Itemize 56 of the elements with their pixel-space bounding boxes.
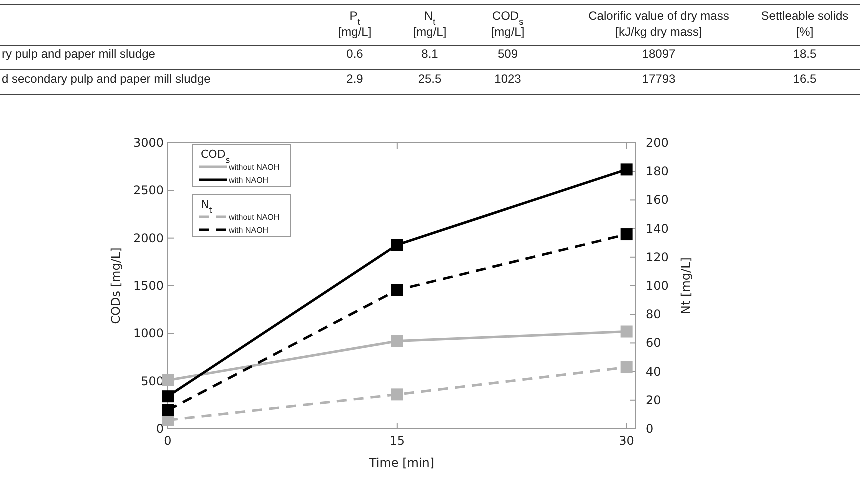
text: 2.9: [346, 72, 364, 86]
y2-axis-title: Nt [mg/L]: [679, 258, 693, 314]
text: 17793: [642, 72, 676, 86]
y2-tick-label: 140: [646, 222, 669, 236]
y2-tick-label: 120: [646, 250, 669, 264]
y-tick-label: 1500: [133, 279, 164, 293]
category-label: N$_{t}$ [mg/L]: [413, 9, 447, 39]
y2-tick-label: 60: [646, 336, 662, 350]
legend-label: without NAOH: [228, 213, 280, 222]
category-label: COD$_{s}$ [mg/L]: [491, 9, 525, 39]
x-tick-label: 15: [390, 434, 406, 448]
y2-tick-label: 80: [646, 308, 662, 322]
text: 1023: [494, 72, 522, 86]
category-label: P$_{t}$ [mg/L]: [338, 9, 372, 39]
category-label: Calorific value of dry mass [kJ/kg dry mass]: [588, 9, 730, 39]
text: 8.1: [422, 47, 438, 61]
legend-label: with NAOH: [228, 226, 269, 235]
y2-tick-label: 0: [646, 422, 654, 436]
x-axis-title: Time [min]: [368, 456, 435, 470]
point: [391, 239, 404, 252]
y2-tick-label: 100: [646, 279, 669, 293]
point: [162, 390, 174, 403]
category-label: Settleable solids [%]: [761, 9, 849, 39]
x-tick-label: 30: [619, 434, 634, 448]
y-tick-label: 3000: [133, 136, 164, 150]
point: [620, 228, 633, 241]
point: [391, 335, 404, 348]
y-tick-label: 2500: [133, 184, 164, 198]
point: [162, 374, 174, 386]
text: 25.5: [418, 72, 442, 86]
point: [620, 164, 633, 176]
y-tick-label: 1000: [133, 326, 164, 341]
annotation: N$_{t}$: [201, 198, 214, 215]
y2-tick-label: 200: [646, 136, 669, 150]
annotation: COD$_{s}$: [201, 148, 230, 165]
y2-tick-label: 160: [646, 193, 669, 208]
y2-tick-label: 180: [646, 164, 669, 179]
category-label: d secondary pulp and paper mill sludge: [2, 72, 211, 86]
text: 509: [498, 47, 518, 61]
text: 18.5: [793, 47, 817, 61]
y2-tick-label: 20: [646, 393, 662, 408]
y-axis-title: CODs [mg/L]: [109, 248, 123, 324]
text: 0.6: [346, 47, 364, 61]
point: [391, 388, 404, 401]
text: 16.5: [793, 72, 817, 86]
y-tick-label: 0: [156, 422, 164, 436]
category-label: ry pulp and paper mill sludge: [2, 47, 156, 61]
y2-tick-label: 40: [646, 364, 662, 379]
legend-label: with NAOH: [228, 176, 269, 185]
point: [620, 362, 633, 374]
text: 18097: [642, 47, 676, 61]
point: [162, 404, 174, 416]
point: [620, 326, 633, 338]
y-tick-label: 2000: [133, 231, 164, 246]
legend-label: without NAOH: [228, 163, 280, 172]
point: [391, 284, 404, 296]
